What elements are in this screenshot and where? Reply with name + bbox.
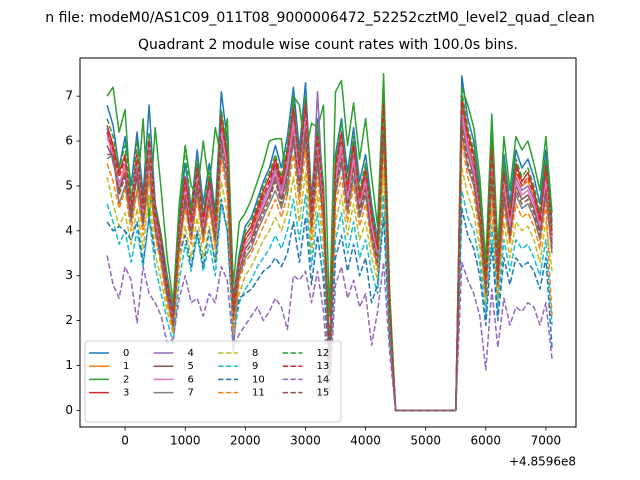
legend-label-10: 10 [252, 374, 265, 385]
legend-label-15: 15 [317, 388, 330, 399]
series-line-14 [106, 255, 553, 412]
legend-label-9: 9 [252, 361, 258, 372]
legend-label-13: 13 [317, 361, 330, 372]
x-tick-label: 7000 [531, 434, 562, 448]
figure-suptitle: n file: modeM0/AS1C09_011T08_9000006472_… [45, 10, 594, 26]
legend-label-2: 2 [123, 374, 129, 385]
axes-frame [79, 57, 577, 428]
x-tick-label: 5000 [410, 434, 441, 448]
legend-label-12: 12 [317, 348, 330, 359]
series-line-13 [106, 99, 553, 412]
y-tick-label: 2 [65, 313, 73, 327]
x-axis-ticks: 0 1000 2000 3000 4000 5000 6000 7000 [121, 427, 561, 448]
x-tick-label: 3000 [290, 434, 321, 448]
x-tick-label: 4000 [350, 434, 381, 448]
y-tick-label: 5 [65, 178, 73, 192]
series-line-15 [107, 126, 553, 412]
y-tick-label: 3 [65, 268, 73, 282]
y-tick-label: 4 [65, 223, 73, 237]
legend-label-1: 1 [123, 361, 129, 372]
legend-label-8: 8 [252, 348, 258, 359]
legend-label-0: 0 [123, 348, 129, 359]
x-tick-label: 1000 [170, 434, 201, 448]
legend-label-6: 6 [188, 374, 194, 385]
y-tick-label: 1 [65, 358, 73, 372]
legend-label-4: 4 [188, 348, 194, 359]
y-axis-ticks: 0 1 2 3 4 5 6 7 [65, 89, 80, 417]
x-axis-offset-text: +4.8596e8 [509, 455, 576, 469]
y-tick-label: 6 [65, 134, 73, 148]
legend-label-5: 5 [188, 361, 194, 372]
legend-label-7: 7 [188, 388, 194, 399]
y-tick-label: 7 [65, 89, 73, 103]
legend-label-11: 11 [252, 388, 265, 399]
x-tick-label: 6000 [471, 434, 502, 448]
y-tick-label: 0 [65, 403, 73, 417]
series-line-8 [106, 167, 553, 412]
series-line-2 [106, 72, 553, 412]
legend-label-3: 3 [123, 388, 129, 399]
x-tick-label: 2000 [230, 434, 261, 448]
chart-title: Quadrant 2 module wise count rates with … [138, 37, 518, 53]
x-tick-label: 0 [121, 434, 129, 448]
legend-frame [84, 340, 342, 423]
legend-label-14: 14 [317, 374, 330, 385]
